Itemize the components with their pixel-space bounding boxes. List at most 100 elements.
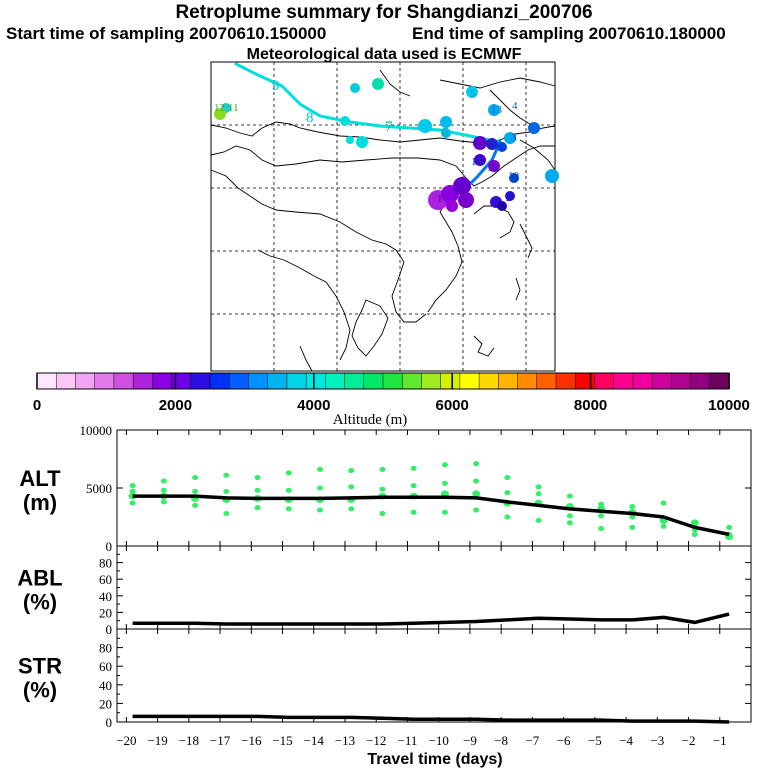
alt-scatter-point — [254, 475, 261, 481]
alt-scatter-point — [160, 487, 167, 493]
map-label-11: 11 — [228, 102, 239, 114]
alt-scatter-point — [129, 488, 136, 495]
colorbar-tick-label: 10000 — [708, 397, 750, 414]
map-label-3: 3 — [511, 132, 517, 144]
alt-scatter-point — [566, 493, 573, 499]
colorbar-tick-label: 4000 — [297, 397, 330, 414]
map-label-8: 8 — [306, 110, 314, 126]
colorbar-swatch — [382, 372, 403, 390]
alt-scatter-point — [254, 487, 261, 493]
x-tick-label: −2 — [682, 733, 696, 748]
alt-scatter-point — [629, 514, 636, 520]
colorbar-tick-label: 2000 — [159, 397, 192, 414]
colorbar-swatch — [228, 372, 250, 390]
colorbar-swatch — [113, 372, 134, 390]
panel-frame — [116, 429, 752, 547]
alt-scatter-point — [441, 509, 448, 515]
colorbar-swatch — [286, 372, 307, 390]
alt-scatter-point — [726, 524, 733, 530]
colorbar-swatch — [94, 372, 115, 390]
alt-scatter-point — [317, 507, 324, 513]
y-tick-label: 40 — [99, 589, 112, 604]
alt-scatter-point — [192, 475, 199, 481]
alt-scatter-point — [473, 461, 480, 467]
colorbar-swatch — [478, 372, 500, 390]
panel-ylabel-unit: (m) — [23, 490, 57, 515]
x-tick-label: −13 — [335, 733, 355, 748]
colorbar-swatch — [440, 372, 461, 390]
alt-scatter-point — [379, 510, 386, 517]
colorbar-swatch — [613, 372, 634, 390]
colorbar-swatch — [555, 372, 576, 390]
y-tick-label: 60 — [99, 659, 112, 674]
alt-scatter-point — [660, 523, 667, 529]
alt-scatter-point — [690, 519, 699, 527]
colorbar-axis-label: Altitude (m) — [333, 412, 408, 428]
alt-scatter-point — [285, 506, 292, 512]
colorbar-swatch — [267, 372, 288, 390]
time-series-panels: 1000050000ALT(m)806040200ABL(%)806040200… — [17, 423, 752, 768]
panel-ylabel-name: ABL — [17, 566, 62, 591]
alt-scatter-point — [348, 506, 355, 512]
start-time-label: Start time of sampling 20070610.150000 — [6, 24, 327, 43]
colorbar-swatch — [574, 372, 596, 390]
colorbar-swatch — [132, 372, 154, 390]
map-label-15: 15 — [471, 156, 483, 168]
alt-scatter-point — [410, 509, 417, 515]
x-tick-label: −20 — [116, 733, 136, 748]
alt-scatter-point — [254, 505, 261, 511]
y-tick-label: 0 — [106, 715, 113, 730]
y-tick-label: 20 — [99, 605, 112, 620]
panel-ylabel-unit: (%) — [23, 678, 57, 703]
colorbar-swatch — [517, 372, 538, 390]
alt-scatter-point — [192, 488, 199, 495]
colorbar-swatch — [690, 372, 711, 390]
alt-scatter-point — [160, 478, 167, 484]
alt-scatter-point — [223, 488, 230, 495]
alt-scatter-point — [410, 465, 417, 471]
map-label-10: 10 — [508, 170, 520, 182]
x-tick-label: −18 — [179, 733, 199, 748]
alt-scatter-point — [504, 475, 511, 481]
x-tick-label: −17 — [210, 733, 231, 748]
alt-scatter-point — [285, 470, 292, 476]
colorbar-tick-label: 0 — [33, 397, 41, 414]
alt-series-line — [132, 494, 730, 537]
colorbar-swatch — [709, 372, 730, 390]
y-tick-label: 10000 — [80, 423, 113, 438]
alt-scatter-point — [317, 466, 324, 472]
colorbar-swatch — [248, 372, 269, 390]
x-tick-label: −4 — [619, 733, 633, 748]
x-tick-label: −14 — [304, 733, 325, 748]
x-tick-label: −5 — [588, 733, 602, 748]
x-tick-label: −10 — [429, 733, 449, 748]
alt-scatter-point — [379, 466, 386, 472]
colorbar-swatch — [55, 372, 77, 390]
colorbar-swatch — [152, 372, 173, 390]
colorbar-swatch — [536, 372, 557, 390]
alt-scatter-point — [535, 491, 542, 497]
figure-title: Retroplume summary for Shangdianzi_20070… — [175, 2, 593, 23]
colorbar-swatch — [171, 372, 192, 390]
alt-scatter-point — [441, 462, 448, 468]
alt-scatter-point — [598, 501, 605, 507]
x-tick-label: −15 — [272, 733, 292, 748]
alt-scatter-point — [129, 500, 136, 506]
alt-scatter-point — [473, 507, 480, 513]
alt-scatter-point — [348, 468, 355, 474]
x-tick-label: −7 — [525, 733, 539, 748]
colorbar-tick-label: 6000 — [436, 397, 469, 414]
alt-scatter-point — [441, 480, 448, 486]
alt-scatter-point — [598, 526, 605, 532]
map-frame — [210, 61, 556, 372]
panel-ylabel-name: STR — [18, 654, 62, 679]
alt-scatter-point — [566, 520, 573, 526]
colorbar-swatch — [498, 372, 519, 390]
colorbar-swatch — [75, 372, 96, 390]
panel-alt: 10000 5000 0 ALT(m) — [19, 423, 752, 554]
alt-scatter-point — [629, 504, 636, 510]
map-label-2: 2 — [506, 192, 512, 204]
map-label-7: 7 — [385, 119, 393, 135]
